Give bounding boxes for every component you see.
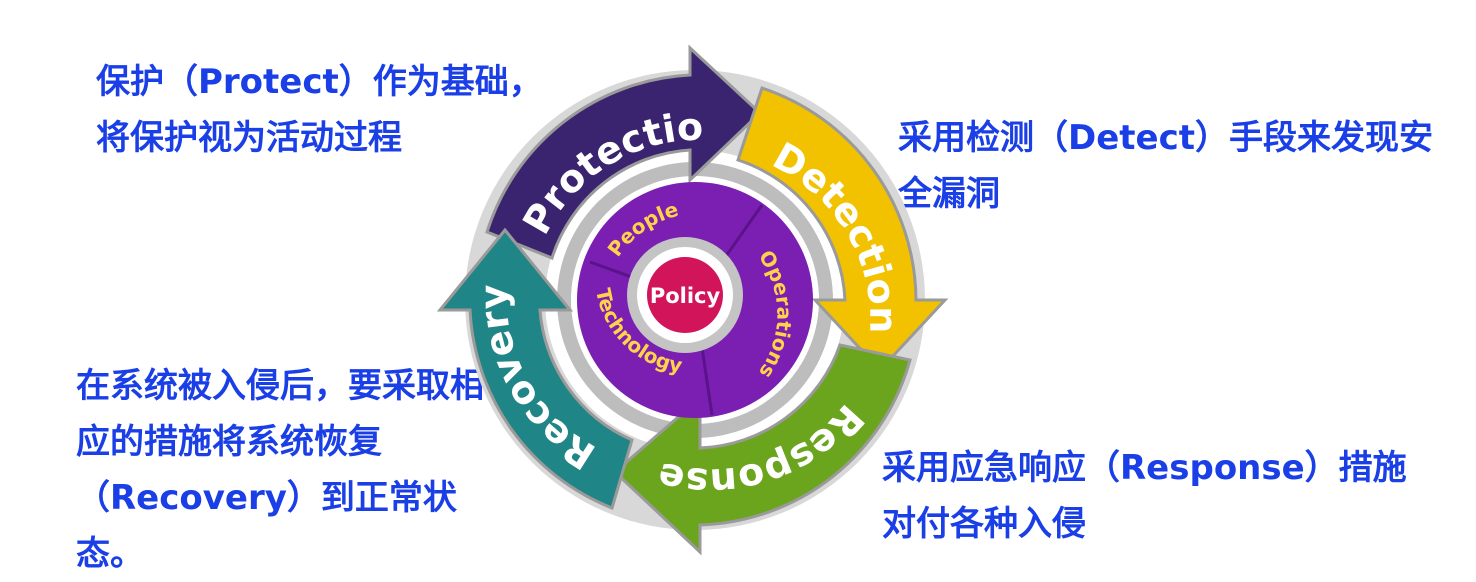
policy-label: Policy: [650, 284, 721, 308]
response-arrow: [612, 343, 912, 556]
caption-detect: 采用检测（Detect）手段来发现安全漏洞: [898, 118, 1434, 214]
protection-arrow: [485, 44, 763, 260]
policy-circle: [647, 257, 723, 333]
caption-response: 采用应急响应（Response）措施对付各种入侵: [882, 448, 1407, 544]
recovery-arrow: [436, 227, 634, 510]
caption-protect: 保护（Protect）作为基础，将保护视为活动过程: [96, 62, 543, 158]
caption-recovery: 在系统被入侵后，要采取相应的措施将系统恢复（Recovery）到正常状态。: [76, 366, 484, 574]
detection-arrow: [736, 86, 949, 373]
